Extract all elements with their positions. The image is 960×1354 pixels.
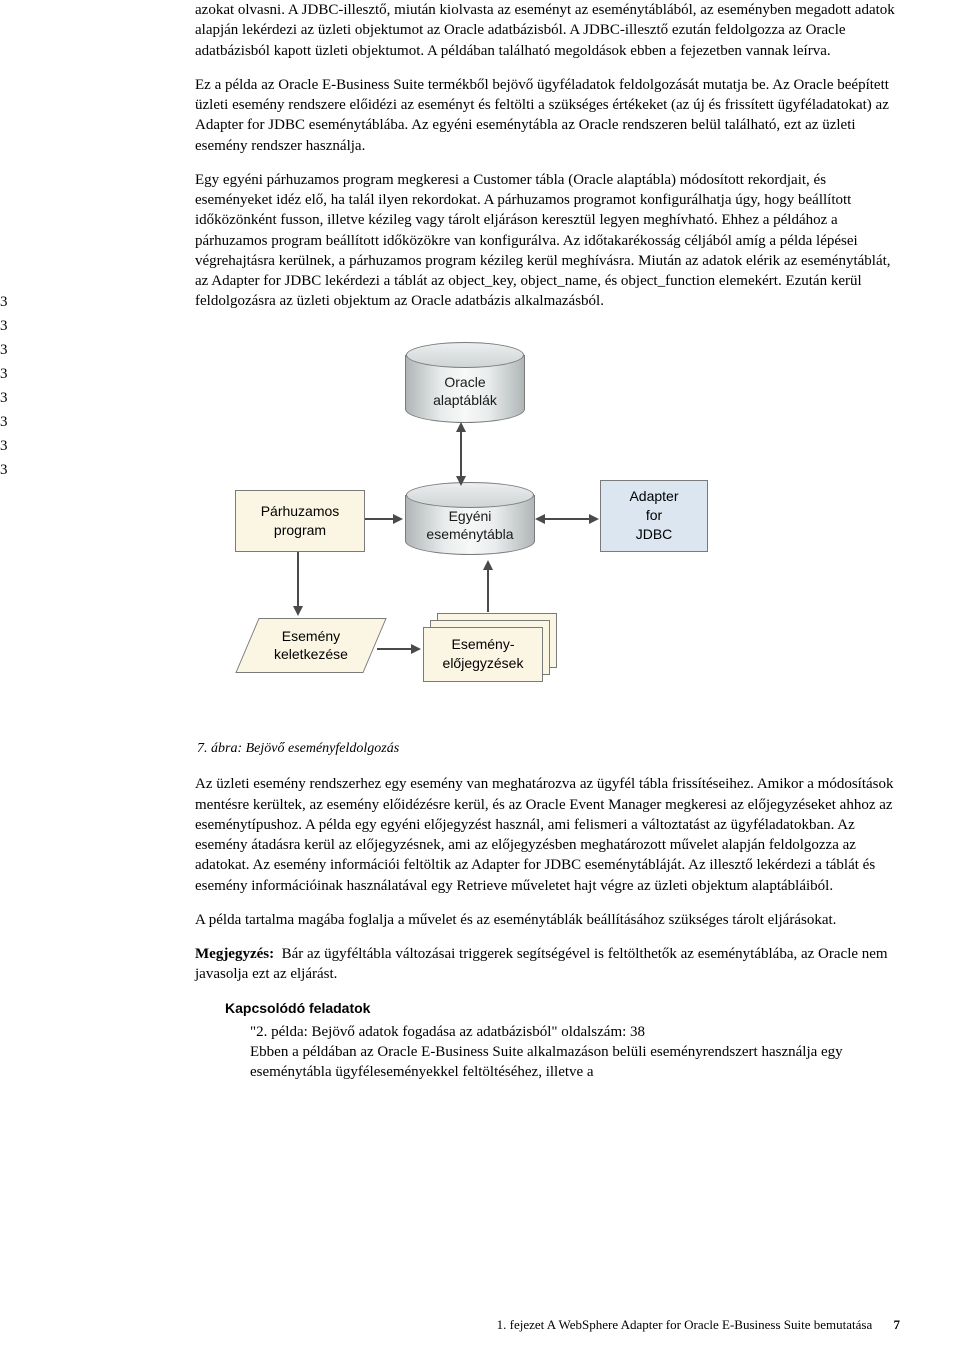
figure-caption: 7. ábra: Bejövő eseményfeldolgozás bbox=[197, 740, 905, 759]
margin-num: 3 bbox=[0, 410, 12, 434]
paragraph-2: Ez a példa az Oracle E-Business Suite te… bbox=[195, 75, 905, 156]
oracle-base-tables-node: Oracle alaptáblák bbox=[405, 355, 525, 423]
page-number: 7 bbox=[894, 1317, 901, 1332]
arrow bbox=[487, 568, 489, 612]
arrow bbox=[365, 518, 395, 520]
margin-num: 3 bbox=[0, 386, 12, 410]
event-flow-diagram: Oracle alaptáblák Párhuzamos program Egy… bbox=[205, 340, 765, 730]
arrow-head bbox=[456, 476, 466, 486]
related-tasks-heading: Kapcsolódó feladatok bbox=[225, 999, 905, 1018]
related-task-desc: Ebben a példában az Oracle E-Business Su… bbox=[250, 1042, 905, 1083]
note-label: Megjegyzés: bbox=[195, 946, 274, 962]
page-footer: 1. fejezet A WebSphere Adapter for Oracl… bbox=[497, 1316, 900, 1334]
paragraph-3: Egy egyéni párhuzamos program megkeresi … bbox=[195, 170, 905, 312]
note: Megjegyzés: Bár az ügyféltábla változása… bbox=[195, 944, 905, 985]
arrow-head bbox=[393, 514, 403, 524]
margin-num: 3 bbox=[0, 314, 12, 338]
custom-event-table-node: Egyéni eseménytábla bbox=[405, 495, 535, 555]
margin-num: 3 bbox=[0, 338, 12, 362]
paragraph-1: azokat olvasni. A JDBC-illesztő, miután … bbox=[195, 0, 905, 61]
arrow-head bbox=[411, 644, 421, 654]
arrow-head bbox=[483, 560, 493, 570]
arrow-head bbox=[293, 606, 303, 616]
margin-num: 3 bbox=[0, 434, 12, 458]
margin-num: 3 bbox=[0, 362, 12, 386]
arrow bbox=[297, 552, 299, 608]
oracle-base-tables-label: Oracle alaptáblák bbox=[406, 373, 524, 411]
paragraph-5: A példa tartalma magába foglalja a művel… bbox=[195, 910, 905, 930]
parallel-program-node: Párhuzamos program bbox=[235, 490, 365, 552]
footer-chapter-text: 1. fejezet A WebSphere Adapter for Oracl… bbox=[497, 1317, 873, 1332]
margin-num: 3 bbox=[0, 290, 12, 314]
margin-column: 3 3 3 3 3 3 3 3 bbox=[0, 290, 12, 482]
note-text: Bár az ügyféltábla változásai triggerek … bbox=[195, 946, 888, 982]
arrow-head bbox=[535, 514, 545, 524]
arrow-head bbox=[589, 514, 599, 524]
arrow bbox=[543, 518, 591, 520]
event-generation-node: Esemény keletkezése bbox=[247, 618, 375, 673]
margin-num: 3 bbox=[0, 458, 12, 482]
custom-event-table-label: Egyéni eseménytábla bbox=[406, 507, 534, 545]
related-task-item: "2. példa: Bejövő adatok fogadása az ada… bbox=[250, 1022, 905, 1042]
arrow-head bbox=[456, 422, 466, 432]
adapter-jdbc-node: Adapter for JDBC bbox=[600, 480, 708, 552]
paragraph-4: Az üzleti esemény rendszerhez egy esemén… bbox=[195, 774, 905, 896]
arrow bbox=[460, 430, 462, 478]
arrow bbox=[377, 648, 413, 650]
